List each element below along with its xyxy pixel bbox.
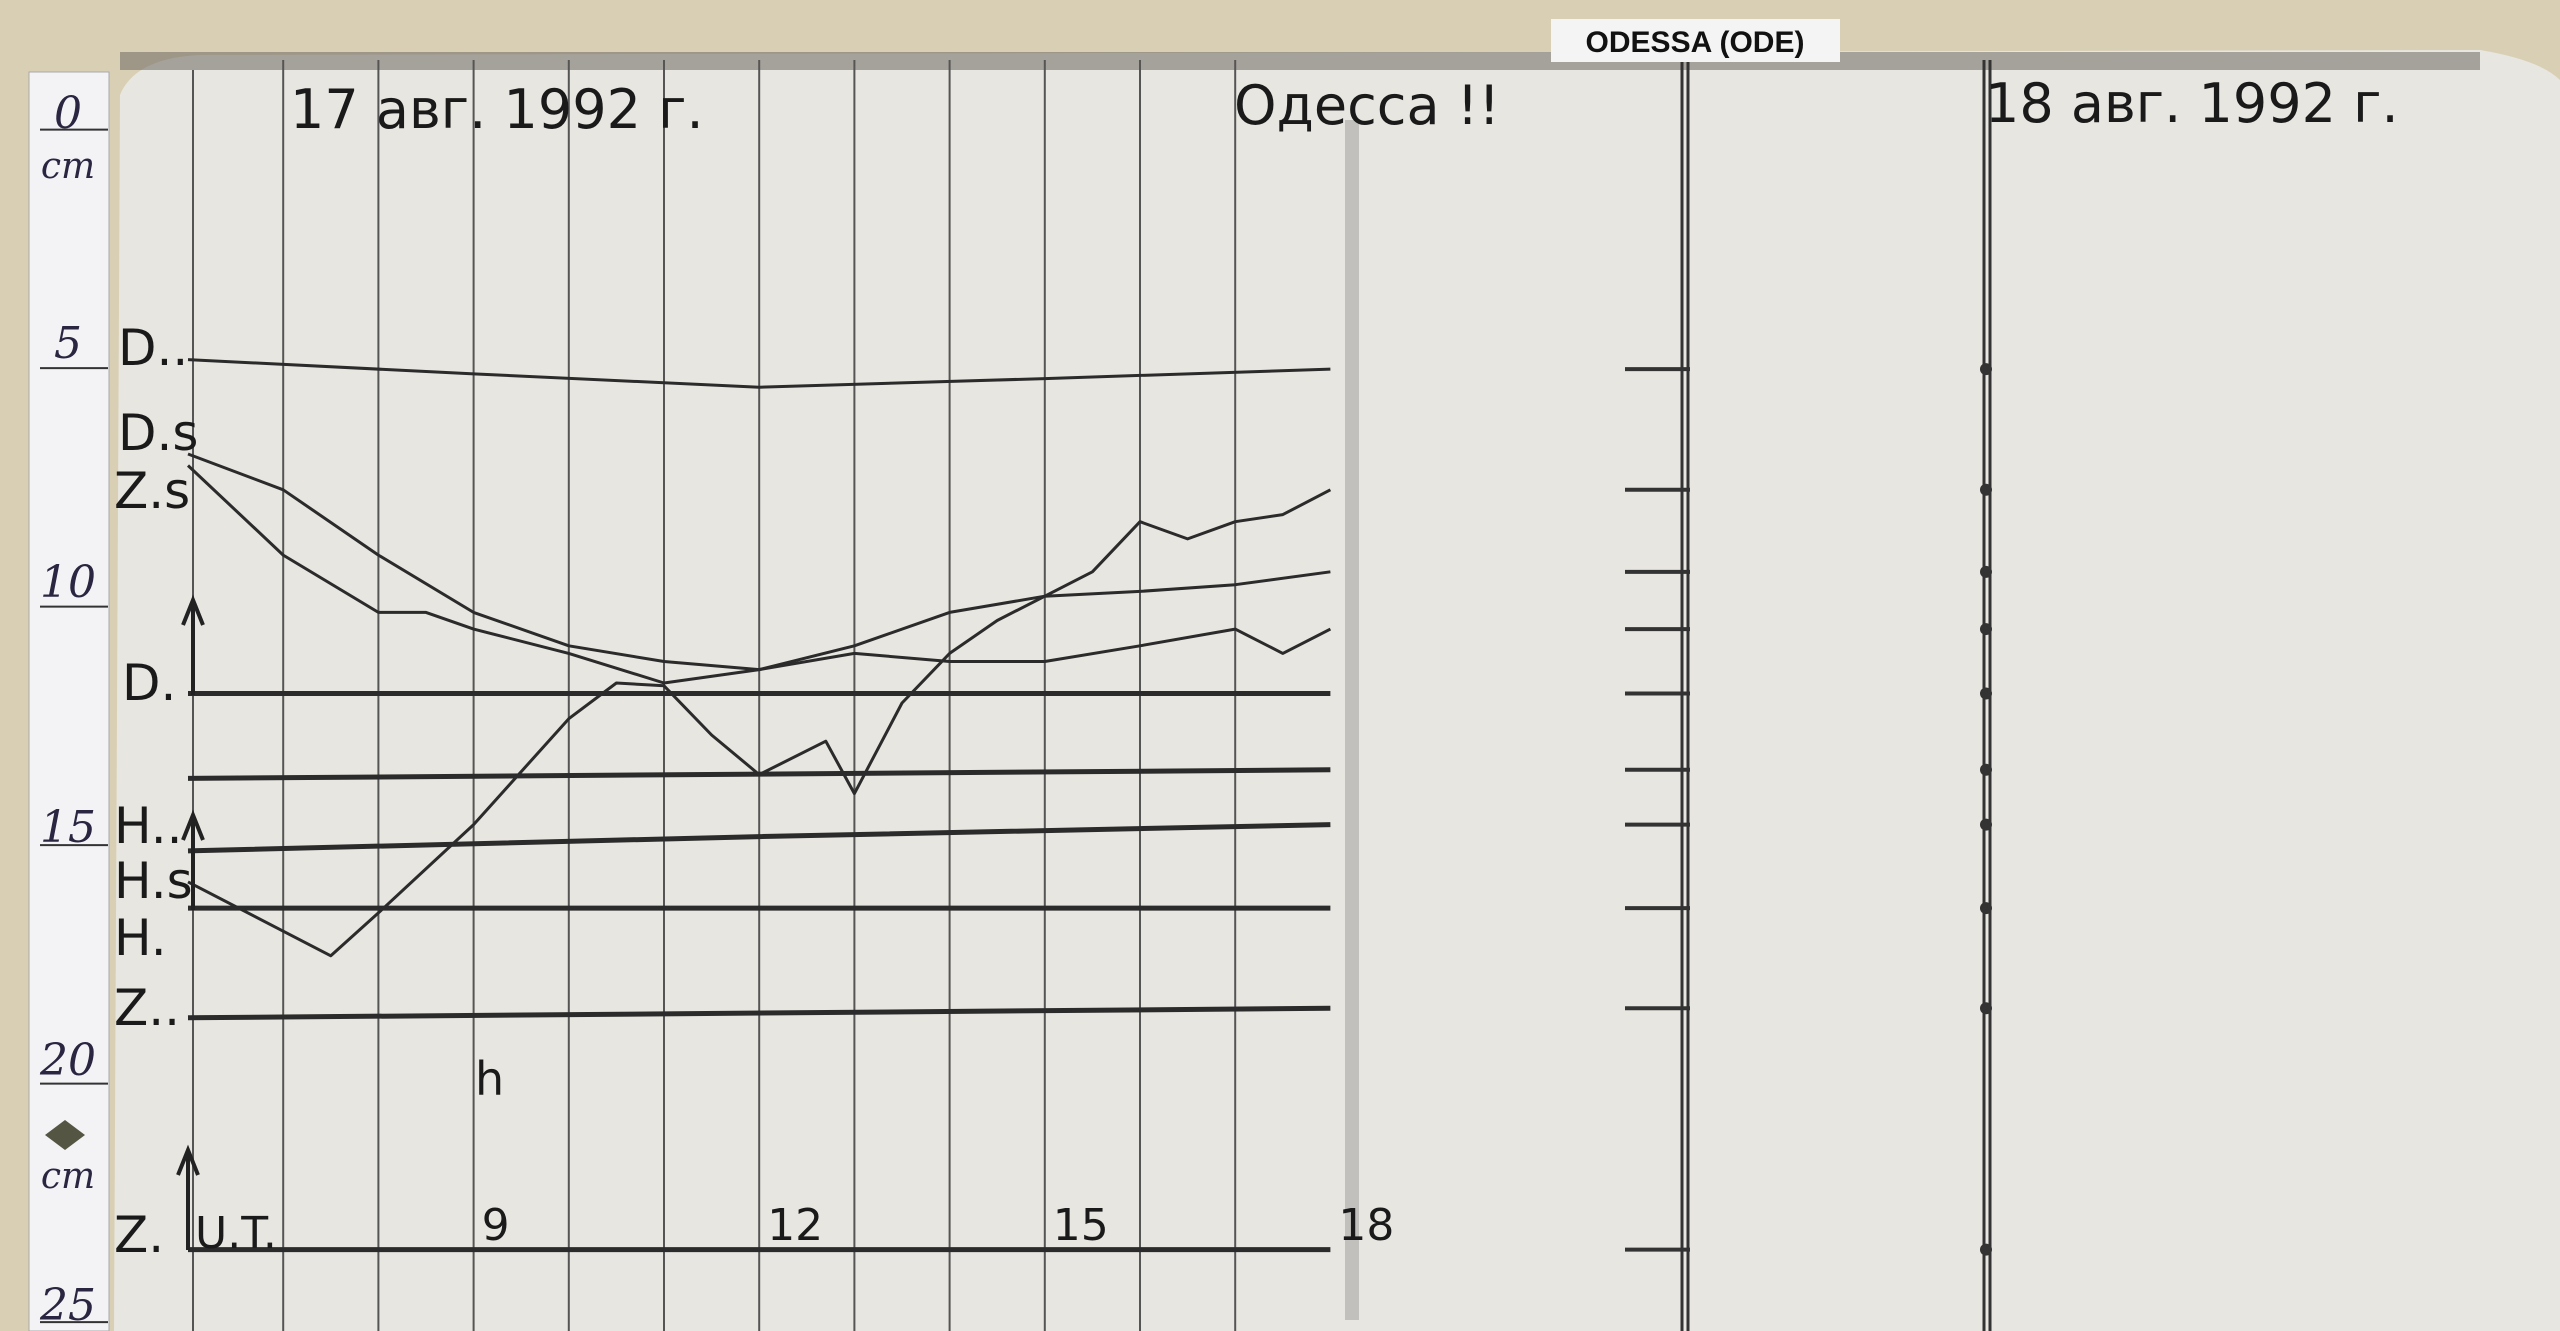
fold-shadow bbox=[1345, 120, 1359, 1320]
station-label-card bbox=[1551, 19, 1840, 62]
channel-label-Z-s: Z.s bbox=[114, 462, 190, 520]
channel-label-H-zero: H. bbox=[114, 909, 167, 967]
scale-ticks bbox=[40, 128, 108, 1324]
channel-label-H-s: H.s bbox=[114, 852, 193, 910]
z-axis-arrow-icon bbox=[176, 1144, 200, 1250]
hour-tick-labels: 9 12 15 18 bbox=[482, 1200, 1395, 1251]
right-sheet-dot bbox=[1980, 623, 1992, 636]
right-sheet-dot bbox=[1980, 565, 1992, 578]
hour-tick-18: 18 bbox=[1338, 1200, 1394, 1251]
right-sheet-dot bbox=[1980, 687, 1992, 700]
right-sheet-dot bbox=[1980, 818, 1992, 831]
trace-baseline-5 bbox=[187, 767, 1331, 781]
right-sheet-dot bbox=[1980, 363, 1992, 376]
scale-label-10: 10 bbox=[40, 557, 96, 608]
scale-label-5: 5 bbox=[54, 318, 82, 369]
pin-icon bbox=[45, 1120, 85, 1150]
h-axis-arrow-icon bbox=[181, 809, 205, 910]
right-sheet-dot bbox=[1980, 1002, 1992, 1015]
hour-tick-15: 15 bbox=[1053, 1200, 1109, 1251]
channel-label-H-dotdot: H.. bbox=[114, 797, 183, 855]
paper-roll-edge bbox=[120, 52, 2480, 70]
right-sheet-date: 18 авг. 1992 г. bbox=[1985, 72, 2399, 135]
trace-Zdots bbox=[186, 464, 1332, 685]
right-sheet-dot bbox=[1980, 483, 1992, 496]
trace-Ddotdot bbox=[187, 358, 1331, 389]
paper-sheet bbox=[114, 50, 2560, 1331]
trace-Zdotdot bbox=[187, 1005, 1331, 1021]
left-sheet-station: Одесса !! bbox=[1234, 74, 1500, 137]
hour-tick-9: 9 bbox=[482, 1200, 510, 1251]
scale-label-25: 25 bbox=[39, 1280, 96, 1331]
right-sheet-dot bbox=[1980, 763, 1992, 776]
scale-unit-top: cm bbox=[41, 146, 95, 187]
traces bbox=[186, 358, 1332, 1253]
axis-time-label: U.T. bbox=[195, 1208, 277, 1259]
station-label: ODESSA (ODE) bbox=[1586, 26, 1805, 59]
scale-strip bbox=[28, 71, 110, 1331]
right-sheet-dot bbox=[1980, 902, 1992, 915]
trace-Hdotdot bbox=[187, 822, 1331, 854]
right-sheet-dot bbox=[1980, 1243, 1992, 1256]
channel-label-D-s: D.s bbox=[118, 404, 198, 462]
left-sheet-date: 17 авг. 1992 г. bbox=[290, 78, 704, 141]
right-sheet-marks bbox=[1625, 363, 1992, 1256]
scale-label-15: 15 bbox=[40, 802, 96, 853]
trace-Hdots bbox=[187, 488, 1332, 958]
scale-unit-bottom: cm bbox=[41, 1156, 95, 1197]
channel-label-Z-zero: Z. bbox=[114, 1206, 164, 1264]
axis-unit-label: h bbox=[475, 1052, 504, 1106]
scale-label-0: 0 bbox=[54, 88, 82, 139]
hour-tick-12: 12 bbox=[767, 1200, 823, 1251]
channel-label-D-zero: D. bbox=[122, 654, 176, 712]
channel-label-D-dotdot: D.. bbox=[118, 319, 188, 377]
channel-label-Z-dotdot: Z.. bbox=[114, 979, 180, 1037]
scale-label-20: 20 bbox=[39, 1035, 96, 1086]
d-axis-arrow-icon bbox=[181, 594, 205, 695]
